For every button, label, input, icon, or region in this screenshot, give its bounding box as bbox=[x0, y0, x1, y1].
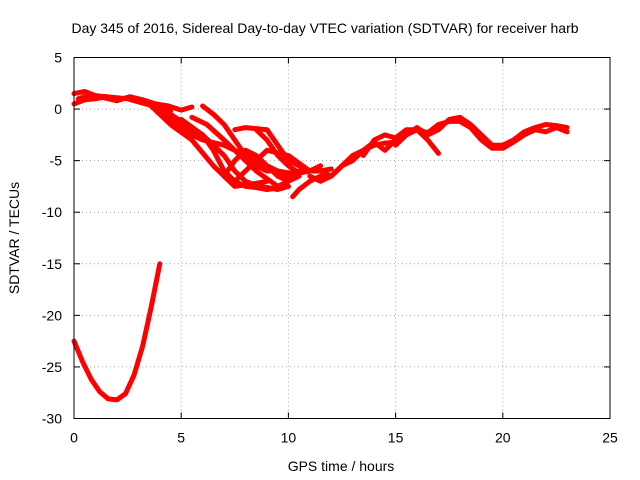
y-tick-label: -5 bbox=[50, 153, 63, 169]
series-line-trace-16 bbox=[360, 127, 441, 158]
y-tick-labels: 5 0 -5 -10 -15 -20 -25 -30 bbox=[42, 50, 62, 427]
y-axis-label: SDTVAR / TECUs bbox=[6, 182, 22, 294]
series-line-trace-19 bbox=[71, 261, 163, 403]
y-tick-label: 5 bbox=[54, 50, 62, 66]
x-axis-label: GPS time / hours bbox=[288, 458, 395, 474]
axis-ticks bbox=[73, 57, 611, 419]
x-tick-label: 20 bbox=[495, 430, 511, 446]
y-tick-label: -15 bbox=[42, 256, 62, 272]
x-tick-label: 0 bbox=[70, 430, 78, 446]
plot-frame bbox=[73, 57, 611, 419]
y-tick-label: -10 bbox=[42, 204, 62, 220]
x-tick-label: 10 bbox=[281, 430, 297, 446]
series-line-trace-13 bbox=[253, 127, 334, 176]
series-line-trace-18 bbox=[425, 118, 570, 151]
y-tick-label: -25 bbox=[42, 359, 62, 375]
series-line-trace-17 bbox=[393, 114, 570, 148]
y-tick-label: 0 bbox=[54, 101, 62, 117]
plot-series bbox=[71, 89, 570, 403]
x-tick-labels: 0 5 10 15 20 25 bbox=[70, 430, 618, 446]
chart-title: Day 345 of 2016, Sidereal Day-to-day VTE… bbox=[71, 20, 578, 36]
y-tick-label: -20 bbox=[42, 307, 62, 323]
x-tick-label: 15 bbox=[388, 430, 404, 446]
series-line-trace-3 bbox=[75, 92, 195, 113]
y-tick-label: -30 bbox=[42, 411, 62, 427]
x-tick-label: 5 bbox=[177, 430, 185, 446]
x-tick-label: 25 bbox=[602, 430, 618, 446]
series-line-trace-8 bbox=[189, 114, 302, 189]
grid bbox=[74, 57, 610, 419]
